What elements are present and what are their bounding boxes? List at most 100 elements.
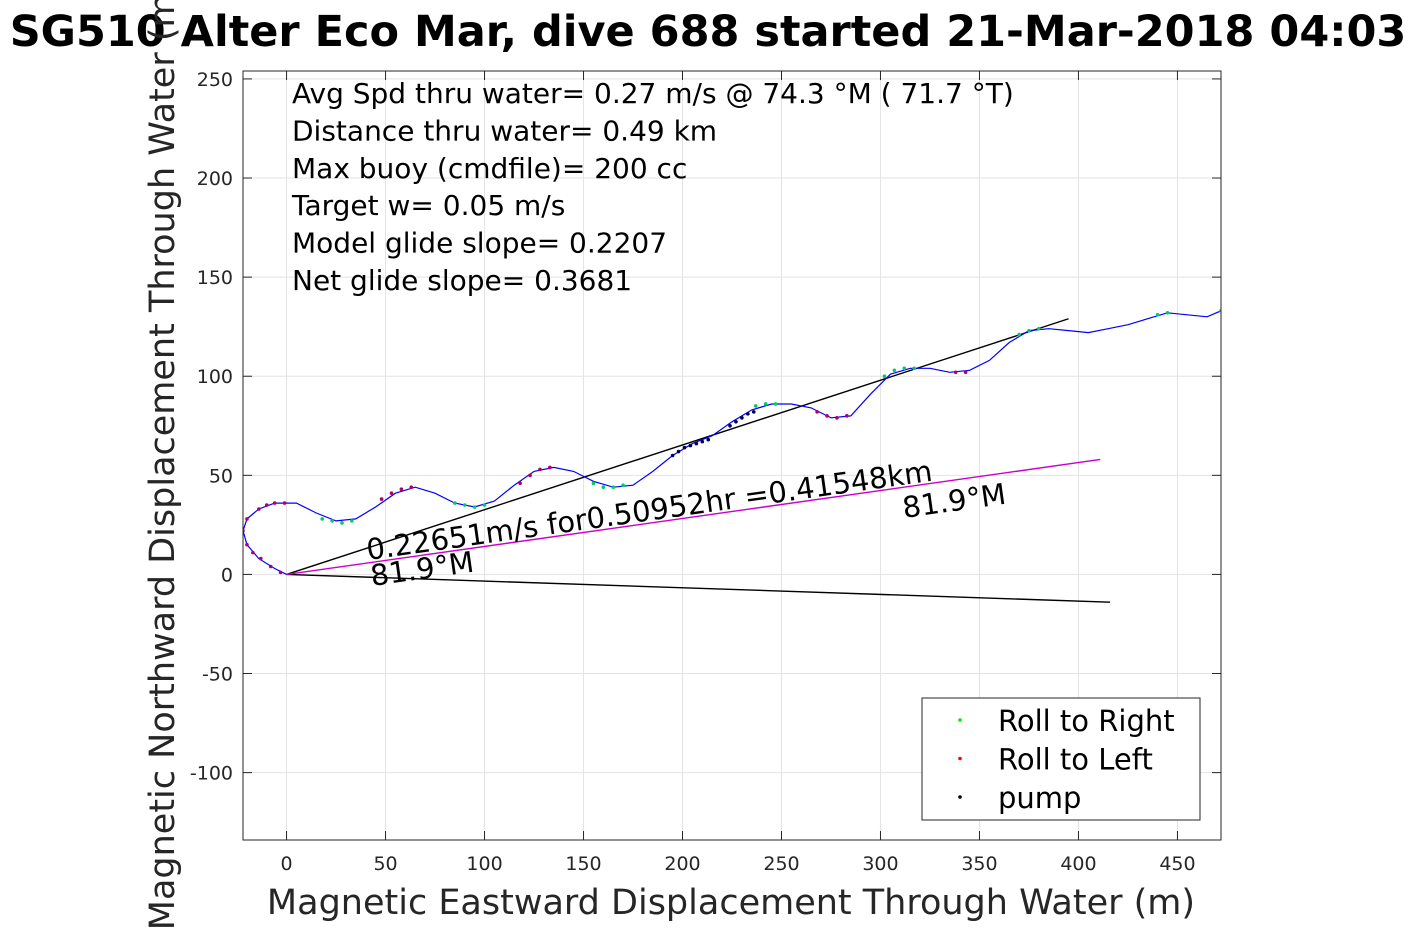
reference-lines — [286, 318, 1111, 603]
roll-left-point — [399, 487, 404, 491]
roll-left-point — [815, 410, 819, 414]
roll-right-point — [482, 503, 487, 507]
stats-box: Avg Spd thru water= 0.27 m/s @ 74.3 °M (… — [291, 77, 1014, 297]
roll-left-point — [264, 503, 269, 507]
legend-label: Roll to Left — [998, 743, 1153, 777]
x-tick-label: 100 — [466, 853, 502, 875]
heading-line — [286, 573, 1111, 603]
pump-point — [694, 441, 699, 446]
roll-left-point — [835, 416, 839, 420]
roll-left-point — [245, 517, 249, 521]
pump-point — [740, 416, 744, 420]
roll-left-point — [282, 501, 287, 505]
roll-right-point — [330, 519, 334, 523]
legend-label: Roll to Right — [998, 704, 1175, 738]
trajectory-line — [243, 310, 1221, 575]
axis-ticks: 0 50 100 150 200 250 300 350 400 450 -100 -50 0 50 100… — [190, 69, 1221, 875]
roll-left-point — [548, 465, 552, 470]
roll-right-point — [340, 521, 344, 525]
pump-point — [676, 449, 681, 454]
x-tick-label: 150 — [565, 853, 601, 875]
roll-left-point — [528, 473, 532, 478]
roll-right-point — [1017, 332, 1021, 337]
roll-right-point — [591, 481, 596, 486]
roll-left-point — [518, 481, 522, 486]
pump-point — [728, 423, 732, 428]
x-tick-label: 250 — [763, 853, 799, 875]
roll-right-point — [1155, 312, 1160, 317]
stats-line: Target w= 0.05 m/s — [291, 189, 565, 222]
roll-left-point — [245, 542, 249, 547]
x-tick-label: 350 — [961, 853, 997, 875]
y-tick-label: 50 — [209, 465, 233, 487]
roll-right-point — [453, 501, 457, 505]
roll-right-point — [892, 368, 897, 373]
roll-right-point — [1027, 328, 1031, 333]
y-tick-label: -50 — [202, 664, 233, 686]
x-tick-label: 50 — [373, 853, 397, 875]
stats-line: Max buoy (cmdfile)= 200 cc — [292, 152, 687, 185]
legend-marker — [958, 718, 962, 722]
pump-point — [706, 437, 711, 442]
pump-point — [670, 453, 675, 458]
roll-left-point — [538, 467, 542, 472]
roll-left-point — [278, 570, 283, 575]
current-line — [286, 458, 1101, 576]
y-tick-label: 0 — [221, 564, 233, 586]
roll-right-point — [462, 503, 467, 507]
x-tick-label: 0 — [281, 853, 293, 875]
roll-left-point — [268, 564, 273, 569]
roll-right-point — [773, 402, 778, 406]
roll-left-point — [259, 556, 263, 561]
roll-left-point — [953, 370, 958, 375]
pump-point — [746, 412, 750, 416]
roll-right-point — [350, 519, 354, 523]
y-tick-label: 150 — [197, 267, 233, 289]
x-tick-label: 200 — [664, 853, 700, 875]
roll-left-point — [272, 501, 277, 505]
x-tick-label: 450 — [1159, 853, 1195, 875]
x-tick-label: 300 — [862, 853, 898, 875]
roll-right-point — [753, 404, 758, 408]
x-axis-label: Magnetic Eastward Displacement Through W… — [267, 883, 1195, 923]
y-tick-label: -100 — [190, 763, 233, 785]
roll-left-point — [251, 550, 255, 555]
pump-point — [682, 445, 687, 450]
roll-right-point — [1037, 326, 1041, 331]
roll-right-point — [601, 485, 606, 490]
legend-box — [921, 697, 1201, 821]
roll-right-point — [320, 517, 324, 521]
roll-right-point — [763, 402, 768, 406]
legend-label: pump — [998, 781, 1081, 815]
stats-line: Distance thru water= 0.49 km — [292, 114, 717, 147]
roll-left-point — [257, 507, 261, 511]
roll-left-point — [845, 414, 849, 418]
pump-point — [734, 420, 738, 424]
roll-left-point — [963, 370, 968, 375]
chart-title: SG510 Alter Eco Mar, dive 688 started 21… — [10, 7, 1407, 57]
legend-marker — [958, 795, 962, 799]
stats-line: Net glide slope= 0.3681 — [292, 264, 632, 297]
pump-point — [751, 410, 756, 414]
y-tick-label: 200 — [197, 168, 233, 190]
roll-right-point — [611, 485, 616, 490]
legend: Roll to Right Roll to Left pump — [921, 697, 1201, 821]
roll-left-point — [379, 497, 384, 501]
roll-left-point — [389, 491, 394, 495]
roll-right-point — [902, 366, 907, 371]
roll-right-point — [882, 374, 887, 379]
pump-point — [700, 439, 705, 444]
roll-left-point — [825, 414, 829, 418]
plot-frame — [242, 70, 1222, 841]
stats-line: Model glide slope= 0.2207 — [292, 227, 667, 260]
y-axis-label: Magnetic Northward Displacement Through … — [143, 0, 183, 930]
legend-marker — [958, 756, 962, 761]
y-tick-label: 250 — [197, 69, 233, 91]
pump-point — [688, 443, 693, 448]
roll-right-point — [472, 505, 477, 509]
x-tick-label: 400 — [1060, 853, 1096, 875]
roll-right-point — [621, 483, 625, 488]
y-tick-label: 100 — [197, 366, 233, 388]
roll-left-point — [409, 485, 414, 490]
